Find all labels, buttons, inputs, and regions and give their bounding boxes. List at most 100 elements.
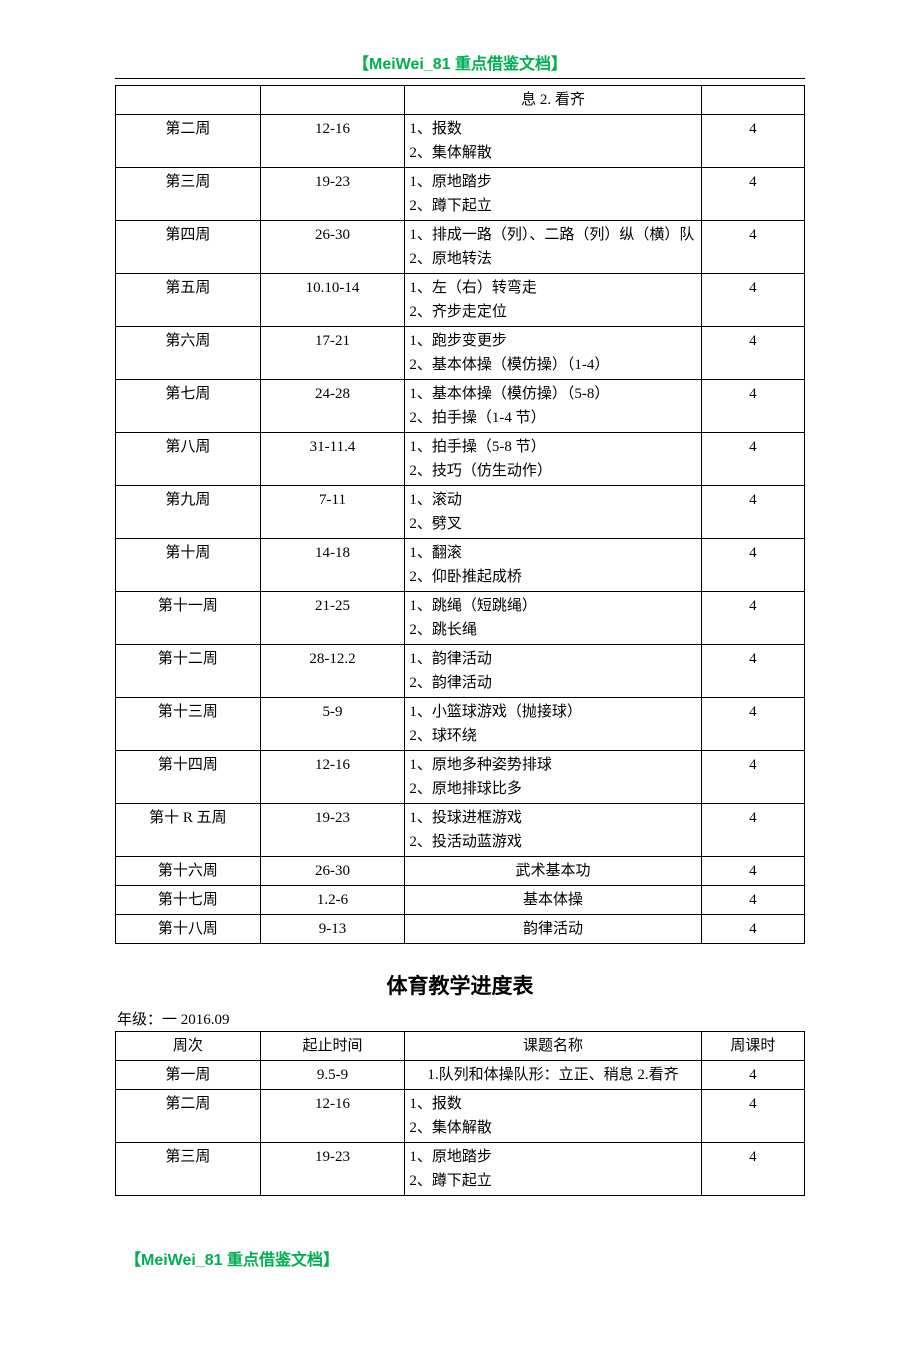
table-row: 第十二周28-12.21、韵律活动2、韵律活动4 — [116, 645, 805, 698]
grade-line: 年级：一 2016.09 — [117, 1008, 805, 1029]
page-footer-title: 【MeiWei_81 重点借鉴文档】 — [125, 1246, 805, 1270]
cell-dates: 26-30 — [260, 221, 405, 274]
cell-hours: 4 — [701, 645, 804, 698]
cell-hours: 4 — [701, 380, 804, 433]
table-row: 第十四周12-161、原地多种姿势排球2、原地排球比多4 — [116, 751, 805, 804]
cell-week: 第三周 — [116, 1143, 261, 1196]
table-row: 第二周12-161、报数2、集体解散4 — [116, 115, 805, 168]
cell-week: 第三周 — [116, 168, 261, 221]
cell-dates: 28-12.2 — [260, 645, 405, 698]
table-row: 第三周19-231、原地踏步2、蹲下起立4 — [116, 1143, 805, 1196]
cell-hours: 4 — [701, 804, 804, 857]
cell-hours: 4 — [701, 327, 804, 380]
table-row: 第七周24-281、基本体操（模仿操）（5-8）2、拍手操（1-4 节）4 — [116, 380, 805, 433]
cell-dates: 1.2-6 — [260, 886, 405, 915]
table-header-row: 周次 起止时间 课题名称 周课时 — [116, 1032, 805, 1061]
cell-week: 第八周 — [116, 433, 261, 486]
table-row: 第四周26-301、排成一路（列）、二路（列）纵（横）队 2、原地转法4 — [116, 221, 805, 274]
header-topic: 课题名称 — [405, 1032, 701, 1061]
cell-week: 第十周 — [116, 539, 261, 592]
schedule-table-1: 息 2. 看齐第二周12-161、报数2、集体解散4第三周19-231、原地踏步… — [115, 85, 805, 944]
cell-week — [116, 86, 261, 115]
cell-week: 第十六周 — [116, 857, 261, 886]
table-row: 第六周17-211、跑步变更步2、基本体操（模仿操）（1-4）4 — [116, 327, 805, 380]
cell-hours: 4 — [701, 168, 804, 221]
cell-hours: 4 — [701, 915, 804, 944]
cell-dates: 31-11.4 — [260, 433, 405, 486]
table-row: 第八周31-11.41、拍手操（5-8 节）2、技巧（仿生动作）4 — [116, 433, 805, 486]
cell-week: 第七周 — [116, 380, 261, 433]
page-header-title: 【MeiWei_81 重点借鉴文档】 — [115, 50, 805, 74]
cell-topic: 1、排成一路（列）、二路（列）纵（横）队 2、原地转法 — [405, 221, 701, 274]
cell-week: 第二周 — [116, 115, 261, 168]
cell-week: 第十七周 — [116, 886, 261, 915]
cell-hours: 4 — [701, 115, 804, 168]
cell-hours: 4 — [701, 1090, 804, 1143]
cell-topic: 韵律活动 — [405, 915, 701, 944]
section-title: 体育教学进度表 — [115, 970, 805, 1000]
cell-week: 第十一周 — [116, 592, 261, 645]
cell-dates: 9.5-9 — [260, 1061, 405, 1090]
cell-week: 第十三周 — [116, 698, 261, 751]
cell-dates: 9-13 — [260, 915, 405, 944]
cell-week: 第十 R 五周 — [116, 804, 261, 857]
schedule-table-2: 周次 起止时间 课题名称 周课时 第一周9.5-91.队列和体操队形：立正、稍息… — [115, 1031, 805, 1196]
cell-topic: 1、原地踏步2、蹲下起立 — [405, 168, 701, 221]
cell-dates: 19-23 — [260, 804, 405, 857]
cell-hours: 4 — [701, 751, 804, 804]
cell-week: 第四周 — [116, 221, 261, 274]
cell-dates: 12-16 — [260, 115, 405, 168]
cell-dates: 21-25 — [260, 592, 405, 645]
cell-dates: 17-21 — [260, 327, 405, 380]
cell-topic: 武术基本功 — [405, 857, 701, 886]
cell-dates: 19-23 — [260, 168, 405, 221]
header-rule — [115, 78, 805, 79]
cell-hours: 4 — [701, 486, 804, 539]
cell-topic: 1、跳绳（短跳绳）2、跳长绳 — [405, 592, 701, 645]
header-dates: 起止时间 — [260, 1032, 405, 1061]
cell-hours — [701, 86, 804, 115]
cell-topic: 1、报数2、集体解散 — [405, 1090, 701, 1143]
table-row: 息 2. 看齐 — [116, 86, 805, 115]
cell-topic: 1、韵律活动2、韵律活动 — [405, 645, 701, 698]
cell-dates: 26-30 — [260, 857, 405, 886]
cell-dates: 12-16 — [260, 1090, 405, 1143]
cell-dates: 7-11 — [260, 486, 405, 539]
cell-topic: 基本体操 — [405, 886, 701, 915]
cell-hours: 4 — [701, 433, 804, 486]
cell-week: 第九周 — [116, 486, 261, 539]
table-row: 第十周14-181、翻滚2、仰卧推起成桥4 — [116, 539, 805, 592]
cell-topic: 1、原地踏步2、蹲下起立 — [405, 1143, 701, 1196]
cell-topic: 1、投球进框游戏2、投活动蓝游戏 — [405, 804, 701, 857]
cell-hours: 4 — [701, 857, 804, 886]
cell-week: 第五周 — [116, 274, 261, 327]
table-row: 第十一周21-251、跳绳（短跳绳）2、跳长绳4 — [116, 592, 805, 645]
cell-topic: 1、拍手操（5-8 节）2、技巧（仿生动作） — [405, 433, 701, 486]
table-row: 第十七周1.2-6基本体操4 — [116, 886, 805, 915]
cell-hours: 4 — [701, 539, 804, 592]
cell-hours: 4 — [701, 221, 804, 274]
table-row: 第十六周26-30武术基本功4 — [116, 857, 805, 886]
cell-dates: 24-28 — [260, 380, 405, 433]
cell-topic: 1、报数2、集体解散 — [405, 115, 701, 168]
cell-week: 第十二周 — [116, 645, 261, 698]
cell-dates: 5-9 — [260, 698, 405, 751]
cell-topic: 1、左（右）转弯走2、齐步走定位 — [405, 274, 701, 327]
table-row: 第三周19-231、原地踏步2、蹲下起立4 — [116, 168, 805, 221]
cell-dates: 19-23 — [260, 1143, 405, 1196]
table-row: 第九周7-111、滚动2、劈叉4 — [116, 486, 805, 539]
cell-hours: 4 — [701, 592, 804, 645]
cell-week: 第十八周 — [116, 915, 261, 944]
cell-topic: 1、滚动2、劈叉 — [405, 486, 701, 539]
cell-dates: 12-16 — [260, 751, 405, 804]
table-row: 第十三周5-91、小篮球游戏（抛接球）2、球环绕4 — [116, 698, 805, 751]
cell-week: 第六周 — [116, 327, 261, 380]
table-row: 第五周10.10-141、左（右）转弯走2、齐步走定位4 — [116, 274, 805, 327]
header-hours: 周课时 — [701, 1032, 804, 1061]
cell-hours: 4 — [701, 886, 804, 915]
cell-dates: 14-18 — [260, 539, 405, 592]
table-row: 第十 R 五周19-231、投球进框游戏2、投活动蓝游戏4 — [116, 804, 805, 857]
cell-topic: 1、基本体操（模仿操）（5-8）2、拍手操（1-4 节） — [405, 380, 701, 433]
cell-hours: 4 — [701, 274, 804, 327]
table-row: 第二周12-161、报数2、集体解散4 — [116, 1090, 805, 1143]
